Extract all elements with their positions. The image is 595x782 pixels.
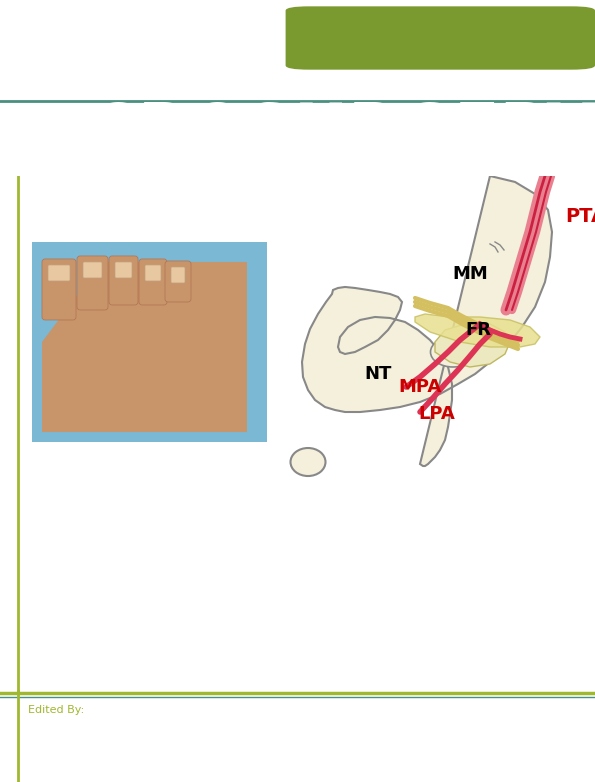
FancyBboxPatch shape — [77, 256, 108, 310]
Text: ILEY: ILEY — [510, 730, 584, 759]
Polygon shape — [435, 324, 510, 367]
Polygon shape — [415, 314, 540, 347]
FancyBboxPatch shape — [115, 262, 132, 278]
Ellipse shape — [431, 337, 475, 367]
Text: Edited By:: Edited By: — [28, 705, 84, 715]
Text: MICROSURGERY: MICROSURGERY — [0, 100, 595, 167]
FancyBboxPatch shape — [139, 259, 167, 305]
Text: FR: FR — [465, 321, 491, 339]
FancyBboxPatch shape — [48, 265, 70, 281]
Ellipse shape — [290, 448, 325, 476]
Text: LPA: LPA — [418, 405, 455, 423]
Text: PTA: PTA — [565, 207, 595, 227]
FancyBboxPatch shape — [145, 265, 161, 281]
FancyBboxPatch shape — [42, 259, 76, 320]
Text: MPA: MPA — [398, 378, 441, 396]
FancyBboxPatch shape — [171, 267, 185, 283]
Text: Feng Zhang: Feng Zhang — [28, 719, 129, 734]
Text: ISSN: 1098-2752: ISSN: 1098-2752 — [28, 755, 115, 765]
FancyBboxPatch shape — [109, 256, 138, 305]
Bar — [32, 242, 267, 442]
Text: MM: MM — [452, 265, 488, 283]
Polygon shape — [42, 262, 247, 432]
Text: Volume 41  |  Number 7  |  2021: Volume 41 | Number 7 | 2021 — [349, 30, 538, 42]
FancyBboxPatch shape — [286, 6, 595, 70]
Text: NT: NT — [364, 365, 392, 383]
Text: W: W — [488, 726, 528, 762]
Polygon shape — [302, 176, 552, 466]
FancyBboxPatch shape — [83, 262, 102, 278]
FancyBboxPatch shape — [165, 261, 191, 302]
